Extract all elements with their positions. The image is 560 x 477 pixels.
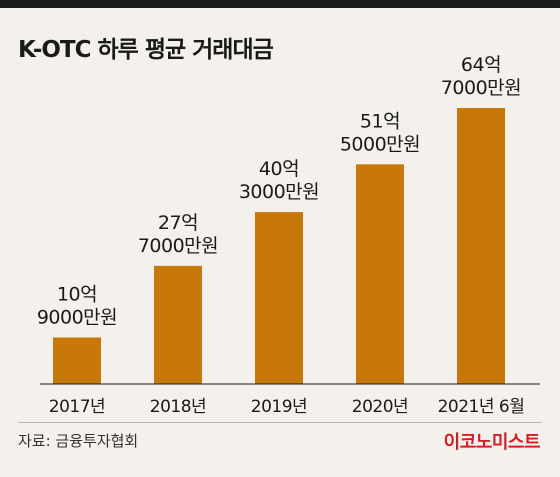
data-label-0-0: 10억	[57, 284, 97, 306]
data-label-2-1: 3000만원	[239, 181, 319, 203]
bar-chart: 10억9000만원2017년27억7000만원2018년40억3000만원201…	[37, 54, 540, 417]
data-label-4-0: 64억	[461, 54, 501, 76]
footer-divider	[18, 422, 542, 423]
source-note: 자료: 금융투자협회	[18, 432, 139, 450]
publisher-logo: 이코노미스트	[443, 432, 541, 453]
bar-2	[255, 212, 303, 384]
chart-title: K-OTC 하루 평균 거래대금	[18, 37, 274, 63]
data-label-1-1: 7000만원	[138, 235, 218, 257]
x-tick-label-2: 2019년	[251, 397, 307, 417]
data-label-4-1: 7000만원	[441, 77, 521, 99]
bar-3	[356, 164, 404, 384]
bar-0	[53, 337, 101, 384]
bar-4	[457, 108, 505, 384]
bar-1	[154, 265, 202, 384]
x-tick-label-0: 2017년	[49, 397, 105, 417]
data-label-2-0: 40억	[259, 158, 299, 180]
x-tick-label-4: 2021년 6월	[438, 397, 525, 417]
data-label-3-1: 5000만원	[340, 133, 420, 155]
x-tick-label-1: 2018년	[150, 397, 206, 417]
data-label-3-0: 51억	[360, 110, 400, 132]
data-label-0-1: 9000만원	[37, 307, 117, 329]
x-tick-label-3: 2020년	[352, 397, 408, 417]
top-rule	[0, 0, 560, 8]
data-label-1-0: 27억	[158, 212, 198, 234]
bars-group: 10억9000만원2017년27억7000만원2018년40억3000만원201…	[37, 54, 525, 417]
